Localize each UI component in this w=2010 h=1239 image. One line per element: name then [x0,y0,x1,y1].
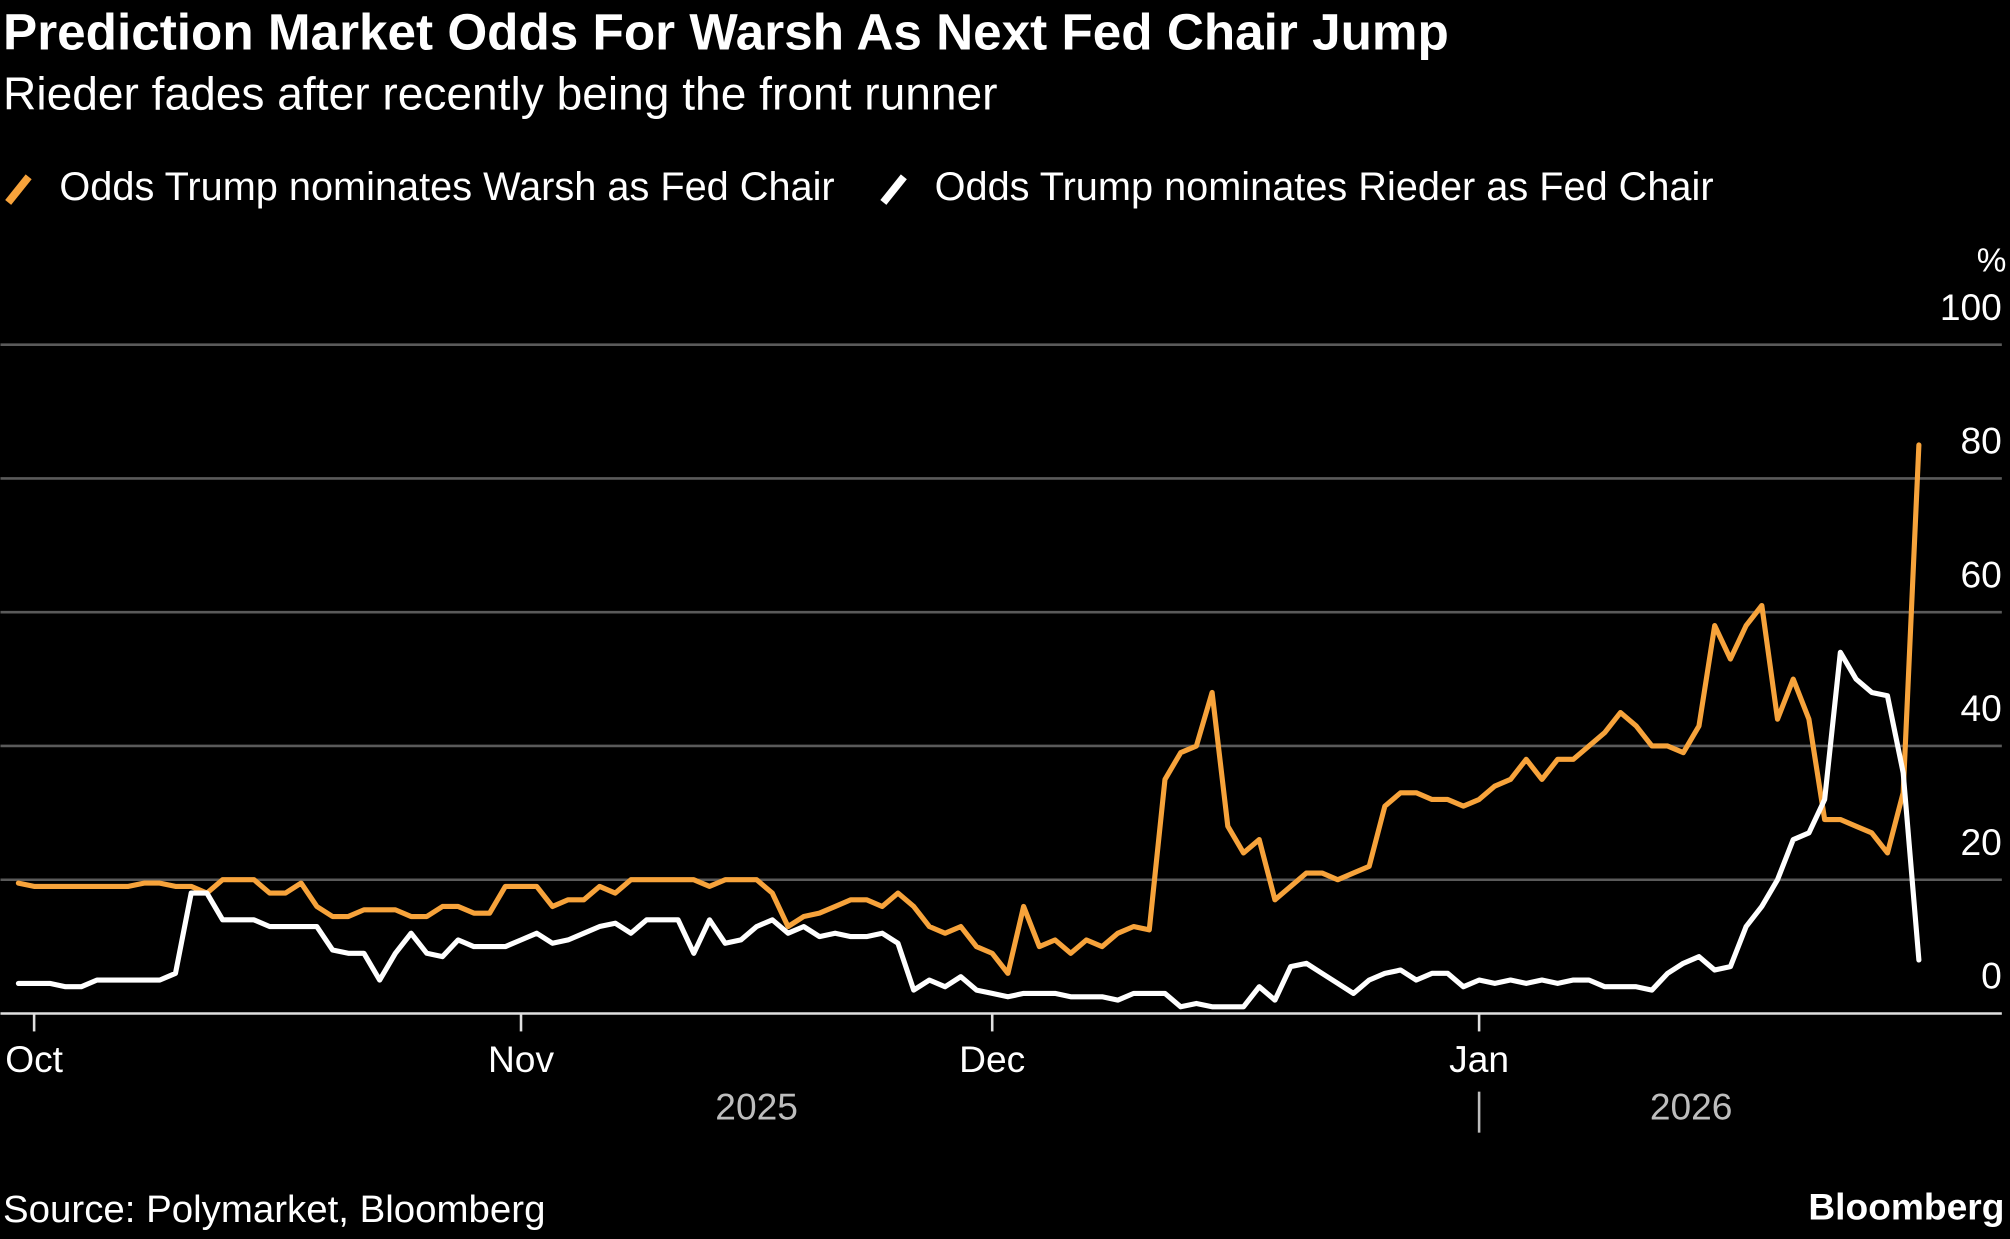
chart-title: Prediction Market Odds For Warsh As Next… [3,3,1449,60]
legend-swatch [5,174,32,205]
series-line [15,649,1922,1010]
year-label: 2025 [715,1085,798,1127]
x-tick-label: Jan [1449,1038,1509,1080]
chart-subtitle: Rieder fades after recently being the fr… [3,68,997,120]
y-tick-label: 100 [1940,286,2002,328]
legend-label: Odds Trump nominates Warsh as Fed Chair [59,165,834,209]
series-line [15,442,1922,976]
y-tick-label: 20 [1961,821,2002,863]
x-tick-label: Nov [488,1038,554,1080]
brand: Bloomberg [1808,1185,2004,1227]
y-tick-label: 0 [1981,955,2002,997]
y-unit: % [1977,242,2007,279]
legend-label: Odds Trump nominates Rieder as Fed Chair [935,165,1714,209]
x-tick-label: Oct [5,1038,63,1080]
y-tick-label: 40 [1961,687,2002,729]
legend-swatch [880,174,907,205]
x-tick-label: Dec [959,1038,1025,1080]
y-tick-label: 60 [1961,553,2002,595]
source: Source: Polymarket, Bloomberg [3,1188,545,1231]
year-label: 2026 [1650,1085,1733,1127]
y-tick-label: 80 [1961,420,2002,462]
